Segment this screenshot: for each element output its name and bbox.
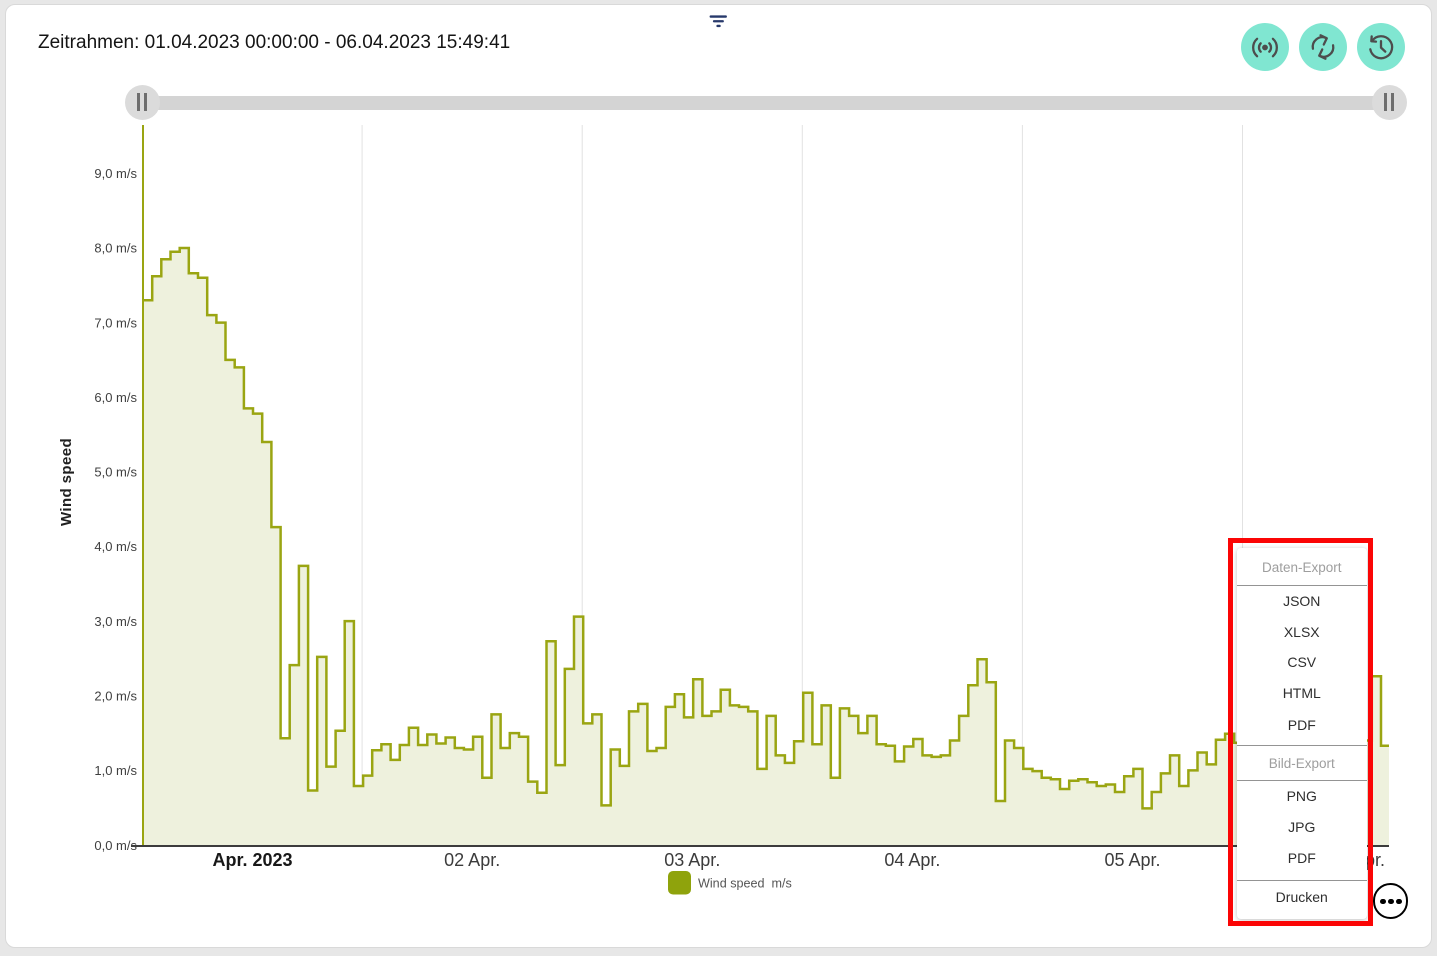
- svg-text:0,0 m/s: 0,0 m/s: [94, 838, 137, 853]
- svg-text:Wind speed m/s: Wind speed m/s: [698, 877, 792, 891]
- svg-text:05 Apr.: 05 Apr.: [1104, 850, 1160, 870]
- svg-text:03 Apr.: 03 Apr.: [664, 850, 720, 870]
- svg-text:1,0 m/s: 1,0 m/s: [94, 763, 137, 778]
- svg-text:6,0 m/s: 6,0 m/s: [94, 390, 137, 405]
- svg-text:02 Apr.: 02 Apr.: [444, 850, 500, 870]
- svg-text:8,0 m/s: 8,0 m/s: [94, 241, 137, 256]
- svg-text:Wind speed: Wind speed: [58, 438, 75, 526]
- svg-text:3,0 m/s: 3,0 m/s: [94, 614, 137, 629]
- svg-text:2,0 m/s: 2,0 m/s: [94, 689, 137, 704]
- svg-text:5,0 m/s: 5,0 m/s: [94, 465, 137, 480]
- svg-text:Apr. 2023: Apr. 2023: [212, 850, 292, 870]
- svg-text:04 Apr.: 04 Apr.: [884, 850, 940, 870]
- svg-text:9,0 m/s: 9,0 m/s: [94, 166, 137, 181]
- svg-text:7,0 m/s: 7,0 m/s: [94, 315, 137, 330]
- svg-text:4,0 m/s: 4,0 m/s: [94, 539, 137, 554]
